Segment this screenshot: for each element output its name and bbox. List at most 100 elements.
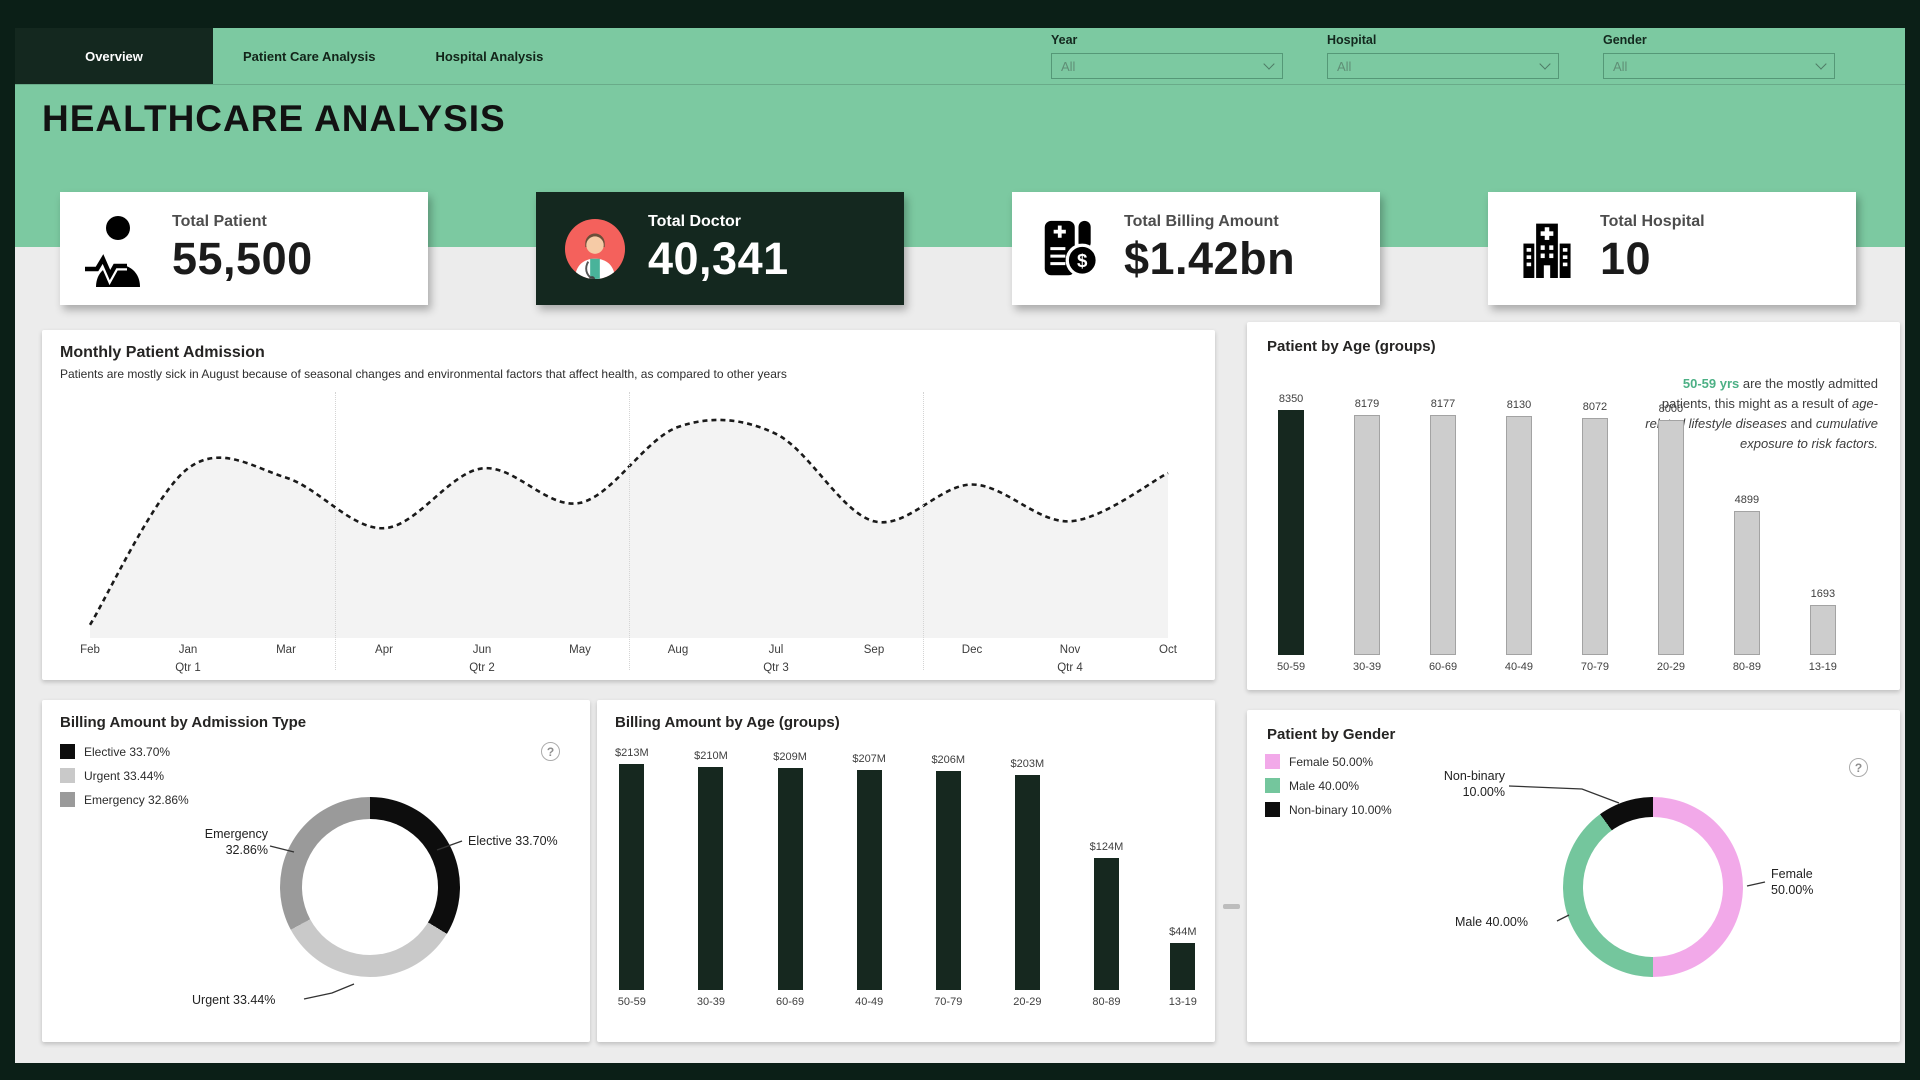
bar[interactable] [698,767,724,990]
bar[interactable] [1733,511,1760,655]
month-label: Jun [472,644,492,656]
callout-emergency: Emergency 32.86% [204,827,268,858]
panel-resize-handle[interactable] [1223,904,1240,909]
filter-year-label: Year [1051,33,1078,47]
callout-elective: Elective 33.70% [468,834,558,848]
billing-by-admission-panel: Billing Amount by Admission Type Electiv… [42,700,590,1042]
bar-value-label: $206M [931,754,966,766]
admission-legend: Elective 33.70% Urgent 33.44% Emergency 32… [60,744,189,807]
bar-value-label: $207M [852,753,886,765]
bar[interactable] [1809,605,1836,655]
kpi-total-hospital: Total Hospital 10 [1488,192,1856,305]
bar-value-label: $124M [1089,841,1124,853]
callout-non-binary: Non-binary 10.00% [1443,769,1505,800]
bar[interactable] [1430,415,1456,655]
filter-year: Year All [1051,33,1283,79]
help-icon[interactable]: ? [541,742,560,761]
kpi-label: Total Hospital [1600,212,1705,230]
bar[interactable] [777,768,803,990]
legend-swatch [1265,754,1280,769]
bar-value-label: 8072 [1582,401,1608,413]
bar-column: 8350 50-59 [1277,388,1305,677]
bar-category-label: 40-49 [1504,661,1534,673]
month-label: Jul [768,644,784,656]
month-label: Mar [276,644,296,656]
kpi-value: $1.42bn [1124,232,1296,284]
legend-item[interactable]: Emergency 32.86% [60,792,189,807]
tab-patient-care-analysis[interactable]: Patient Care Analysis [243,48,376,64]
kpi-label: Total Billing Amount [1124,212,1279,230]
help-icon[interactable]: ? [1849,758,1868,777]
tab-overview[interactable]: Overview [15,28,213,84]
bar-value-label: $213M [615,747,649,759]
quarter-separator [923,392,924,670]
filter-bar: Year All Hospital All Gender All [1051,33,1835,79]
bar-column: $124M 80-89 [1090,744,1124,1012]
chart-subtitle: Patients are mostly sick in August becau… [60,367,787,381]
bar-category-label: 20-29 [1656,661,1685,673]
bar-category-label: 30-39 [696,996,725,1008]
bar-category-label: 50-59 [1277,661,1306,673]
filter-year-dropdown[interactable]: All [1051,53,1283,79]
filter-hospital-dropdown[interactable]: All [1327,53,1559,79]
bar-category-label: 13-19 [1168,996,1197,1008]
bar-column: $209M 60-69 [773,744,807,1012]
legend-item[interactable]: Urgent 33.44% [60,768,189,783]
bar-value-label: 8130 [1506,399,1532,411]
month-label: Nov [1059,644,1081,656]
bar[interactable] [935,771,961,990]
bar[interactable] [1093,858,1119,990]
legend-label: Elective 33.70% [84,744,171,759]
chevron-down-icon [1263,58,1275,70]
bar[interactable] [1505,416,1532,655]
callout-male: Male 40.00% [1455,915,1528,929]
bar-column: 8072 70-79 [1581,388,1609,677]
gender-donut-chart[interactable] [1563,797,1743,977]
month-label: May [569,644,591,656]
bar[interactable] [1657,420,1684,655]
bar[interactable] [856,770,882,990]
bar[interactable] [1581,418,1608,655]
quarter-label: Qtr 1 [175,662,201,674]
bar-category-label: 13-19 [1808,661,1837,673]
chart-title: Billing Amount by Age (groups) [615,714,840,731]
month-label: Apr [375,644,393,656]
month-label: Sep [863,644,885,656]
legend-swatch [1265,802,1280,817]
chevron-down-icon [1539,58,1551,70]
bar-column: 1693 13-19 [1809,388,1837,677]
bar-column: 8177 60-69 [1429,388,1457,677]
patient-by-gender-panel: Patient by Gender Female 50.00% Male 40.0… [1247,710,1900,1042]
bar-column: $203M 20-29 [1011,744,1045,1012]
bar[interactable] [619,764,645,990]
bar-column: $210M 30-39 [694,744,728,1012]
bar[interactable] [1278,410,1305,655]
chevron-down-icon [1815,58,1827,70]
filter-gender-value: All [1613,58,1628,74]
bar-value-label: 8177 [1430,398,1456,410]
bar-category-label: 40-49 [855,996,884,1008]
kpi-label: Total Patient [172,212,267,230]
filter-hospital-label: Hospital [1327,33,1377,47]
legend-item[interactable]: Elective 33.70% [60,744,189,759]
bar[interactable] [1014,775,1040,990]
bar-category-label: 70-79 [1580,661,1610,673]
filter-gender-dropdown[interactable]: All [1603,53,1835,79]
tab-hospital-analysis[interactable]: Hospital Analysis [435,48,544,64]
legend-item[interactable]: Female 50.00% [1265,754,1392,769]
annotation-highlight: 50-59 yrs [1682,376,1740,391]
legend-label: Emergency 32.86% [84,792,189,807]
legend-label: Male 40.00% [1289,778,1360,793]
bar[interactable] [1354,415,1381,655]
legend-item[interactable]: Male 40.00% [1265,778,1392,793]
quarter-label: Qtr 3 [763,662,789,674]
month-label: Jan [178,644,198,656]
bar[interactable] [1170,943,1196,990]
bar-category-label: 60-69 [775,996,805,1008]
admission-donut-chart[interactable] [280,797,460,977]
bar-category-label: 20-29 [1013,996,1042,1008]
chart-title: Billing Amount by Admission Type [60,714,307,731]
legend-item[interactable]: Non-binary 10.00% [1265,802,1392,817]
bar-column: $213M 50-59 [615,744,649,1012]
bar-value-label: 8000 [1658,403,1684,415]
